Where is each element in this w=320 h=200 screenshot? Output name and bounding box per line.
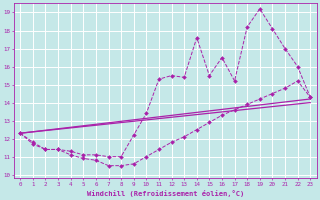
- X-axis label: Windchill (Refroidissement éolien,°C): Windchill (Refroidissement éolien,°C): [87, 190, 244, 197]
